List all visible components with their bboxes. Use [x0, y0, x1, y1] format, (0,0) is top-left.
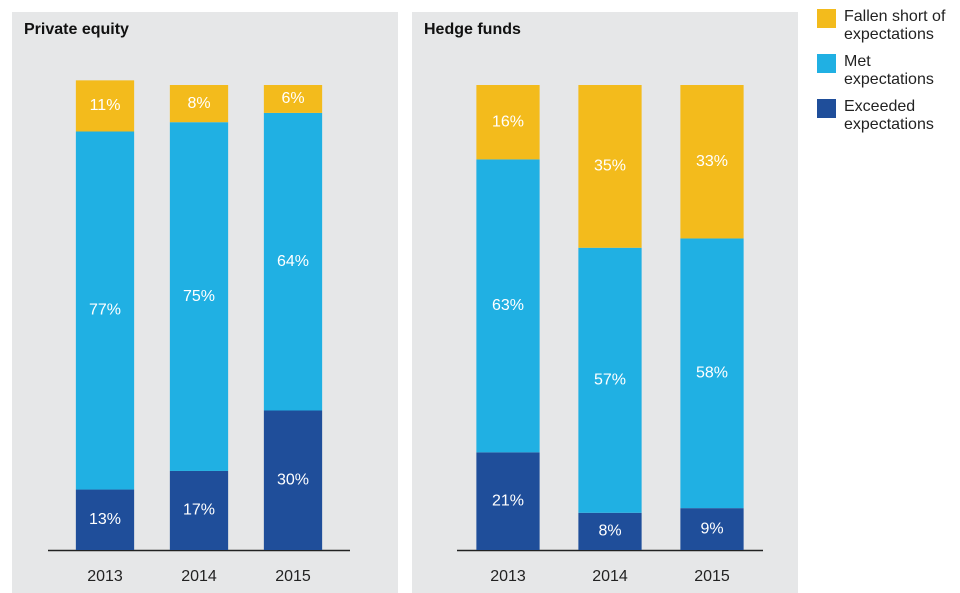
- data-label: 63%: [492, 297, 524, 314]
- bar-segment: [169, 122, 229, 471]
- x-tick-label: 2013: [87, 568, 123, 585]
- bar-segment: [680, 508, 744, 550]
- legend: Fallen short of expectations Met expectat…: [817, 8, 960, 143]
- bar-segment: [476, 159, 540, 453]
- data-label: 11%: [90, 97, 121, 114]
- data-label: 21%: [492, 492, 524, 509]
- bar-segment: [476, 85, 540, 160]
- bar-segment: [75, 489, 135, 550]
- data-label: 57%: [594, 371, 626, 388]
- data-label: 64%: [277, 253, 309, 270]
- bar-segment: [578, 85, 642, 248]
- x-tick-label: 2014: [181, 568, 217, 585]
- data-label: 58%: [696, 365, 728, 382]
- bar-segment: [169, 470, 229, 550]
- data-label: 17%: [183, 502, 215, 519]
- data-label: 33%: [696, 153, 728, 170]
- bar-segment: [263, 85, 323, 113]
- x-tick-label: 2015: [275, 568, 311, 585]
- data-label: 6%: [281, 90, 304, 107]
- data-label: 8%: [598, 523, 621, 540]
- data-label: 9%: [700, 520, 723, 537]
- bar-segment: [169, 85, 229, 123]
- legend-entry: Met expectations: [817, 53, 960, 89]
- data-label: 8%: [187, 95, 210, 112]
- legend-label: Fallen short of expectations: [844, 8, 946, 43]
- data-label: 75%: [183, 288, 215, 305]
- bar-segment: [75, 131, 135, 490]
- bar-segment: [263, 410, 323, 550]
- legend-entry: Exceeded expectations: [817, 98, 960, 134]
- x-tick-label: 2015: [694, 568, 730, 585]
- data-label: 35%: [594, 158, 626, 175]
- bar-segment: [75, 80, 135, 132]
- chart-title: Private equity: [24, 21, 129, 38]
- bar-segment: [680, 238, 744, 509]
- bar-segment: [263, 112, 323, 411]
- legend-label: Met expectations: [844, 53, 934, 88]
- chart-title: Hedge funds: [424, 21, 521, 38]
- legend-label: Exceeded expectations: [844, 98, 934, 133]
- x-tick-label: 2013: [490, 568, 526, 585]
- bar-segment: [476, 452, 540, 550]
- legend-entry: Fallen short of expectations: [817, 8, 960, 44]
- data-label: 77%: [89, 302, 121, 319]
- legend-swatch: [817, 54, 836, 73]
- bar-segment: [680, 85, 744, 239]
- x-tick-label: 2014: [592, 568, 628, 585]
- bar-segment: [578, 247, 642, 513]
- legend-swatch: [817, 9, 836, 28]
- data-label: 30%: [277, 471, 309, 488]
- legend-swatch: [817, 99, 836, 118]
- bar-segment: [578, 512, 642, 550]
- data-label: 16%: [492, 113, 524, 130]
- data-label: 13%: [89, 511, 121, 528]
